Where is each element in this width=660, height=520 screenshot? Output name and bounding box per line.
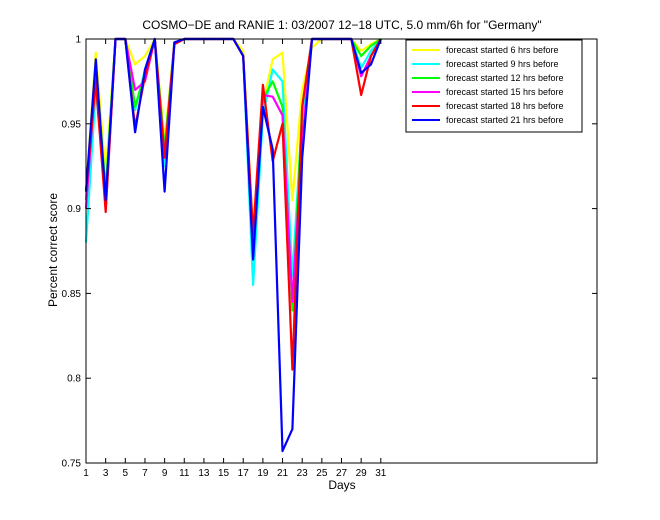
y-tick-label: 0.85 [62, 289, 82, 300]
y-tick-label: 0.8 [67, 374, 81, 385]
x-tick-label: 21 [277, 468, 289, 479]
legend-label: forecast started 9 hrs before [446, 59, 559, 69]
y-axis-label: Percent correct score [46, 193, 60, 307]
y-tick-label: 0.75 [62, 459, 82, 470]
x-tick-label: 7 [142, 468, 148, 479]
plot-lines [84, 37, 382, 453]
y-tick-label: 1 [75, 35, 81, 46]
x-tick-label: 31 [375, 468, 387, 479]
series-line-6 [84, 37, 382, 453]
x-tick-label: 29 [356, 468, 368, 479]
legend: forecast started 6 hrs before forecast st… [405, 39, 583, 133]
legend-label: forecast started 12 hrs before [446, 73, 564, 83]
x-tick-label: 1 [83, 468, 89, 479]
x-tick-label: 25 [316, 468, 328, 479]
y-tick-label: 0.9 [67, 204, 81, 215]
chart-title: COSMO−DE and RANIE 1: 03/2007 12−18 UTC,… [142, 18, 541, 32]
x-axis-label: Days [328, 478, 355, 492]
x-axis: 1 3 5 7 9 11 13 15 17 19 21 23 25 27 29 31 [83, 39, 387, 479]
x-tick-label: 11 [179, 468, 190, 479]
legend-label: forecast started 6 hrs before [446, 45, 559, 55]
x-tick-label: 9 [162, 468, 168, 479]
x-tick-label: 17 [238, 468, 250, 479]
legend-label: forecast started 18 hrs before [446, 101, 564, 111]
legend-box [405, 39, 583, 133]
legend-label: forecast started 15 hrs before [446, 87, 564, 97]
x-tick-label: 27 [336, 468, 348, 479]
x-tick-label: 3 [103, 468, 109, 479]
x-tick-label: 23 [297, 468, 309, 479]
y-axis: 0.75 0.8 0.85 0.9 0.95 1 [62, 35, 597, 470]
y-tick-label: 0.95 [62, 119, 82, 130]
x-tick-label: 13 [198, 468, 210, 479]
x-tick-label: 15 [218, 468, 230, 479]
legend-label: forecast started 21 hrs before [446, 115, 564, 125]
x-tick-label: 19 [257, 468, 269, 479]
x-tick-label: 5 [123, 468, 129, 479]
